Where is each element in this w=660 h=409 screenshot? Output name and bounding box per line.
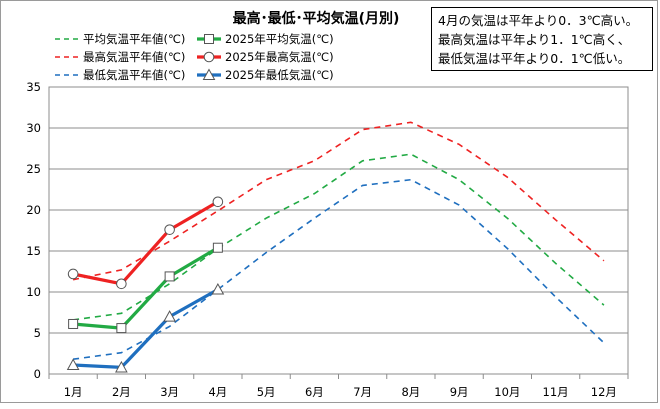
legend-label: 平均気温平年値(℃) <box>83 32 185 46</box>
chart-title: 最高･最低･平均気温(月別) <box>233 10 400 27</box>
x-tick-label: 2月 <box>112 385 131 399</box>
legend-label: 2025年平均気温(℃) <box>225 32 334 46</box>
y-tick-label: 30 <box>26 121 41 135</box>
y-tick-label: 0 <box>34 367 41 381</box>
x-tick-label: 12月 <box>591 385 617 399</box>
x-tick-label: 3月 <box>160 385 179 399</box>
y-tick-label: 25 <box>26 162 41 176</box>
note-line-3: 最低気温は平年より0．1℃低い。 <box>438 51 631 66</box>
note-line-1: 4月の気温は平年より0．3℃高い。 <box>438 13 639 28</box>
x-tick-label: 8月 <box>401 385 420 399</box>
plot-border <box>48 86 629 375</box>
series-line <box>73 288 219 369</box>
y-tick-label: 35 <box>26 80 41 94</box>
series-line <box>72 121 605 281</box>
legend-label: 2025年最低気温(℃) <box>225 68 334 82</box>
legend-marker <box>203 51 215 63</box>
grid-lines <box>48 86 629 375</box>
data-point <box>164 271 175 282</box>
data-point <box>66 358 80 370</box>
y-tick-label: 5 <box>34 326 41 340</box>
y-tick-label: 15 <box>26 244 41 258</box>
summary-note: 4月の気温は平年より0．3℃高い。 最高気温は平年より1．1℃高く、 最低気温は… <box>431 7 653 71</box>
x-tick-label: 9月 <box>450 385 469 399</box>
y-axis: 0 5 10 15 20 25 30 35 <box>26 80 41 381</box>
legend-label: 2025年最高気温(℃) <box>225 50 334 64</box>
legend-marker <box>204 34 214 44</box>
data-point <box>116 323 127 334</box>
x-tick-label: 7月 <box>353 385 372 399</box>
legend: 平均気温平年値(℃) 2025年平均気温(℃) 最高気温平年値(℃) 2025年最高気… <box>55 32 334 82</box>
y-tick-label: 20 <box>26 203 41 217</box>
x-tick-label: 11月 <box>543 385 569 399</box>
y-tick-label: 10 <box>26 285 41 299</box>
x-tick-label: 4月 <box>208 385 227 399</box>
series-line <box>72 178 605 360</box>
series-line <box>72 153 605 321</box>
series-line <box>72 246 219 330</box>
legend-marker <box>202 68 216 80</box>
data-point <box>164 224 175 235</box>
x-tick-label: 5月 <box>257 385 276 399</box>
data-point <box>212 242 223 253</box>
data-point <box>115 360 128 373</box>
data-point <box>116 278 127 290</box>
data-point <box>211 283 225 295</box>
plot-area <box>66 121 605 373</box>
x-axis: 1月 2月 3月 4月 5月 6月 7月 8月 9月 10月 11月 12月 <box>48 374 629 399</box>
data-point <box>212 196 224 208</box>
legend-label: 最低気温平年値(℃) <box>83 68 185 82</box>
x-tick-label: 1月 <box>64 385 83 399</box>
data-point <box>68 318 79 329</box>
data-point <box>67 268 79 280</box>
x-tick-label: 6月 <box>305 385 324 399</box>
series-line <box>72 200 219 286</box>
note-line-2: 最高気温は平年より1．1℃高く、 <box>438 32 631 47</box>
legend-label: 最高気温平年値(℃) <box>83 50 185 64</box>
data-point <box>163 310 176 322</box>
x-tick-label: 10月 <box>494 385 520 399</box>
